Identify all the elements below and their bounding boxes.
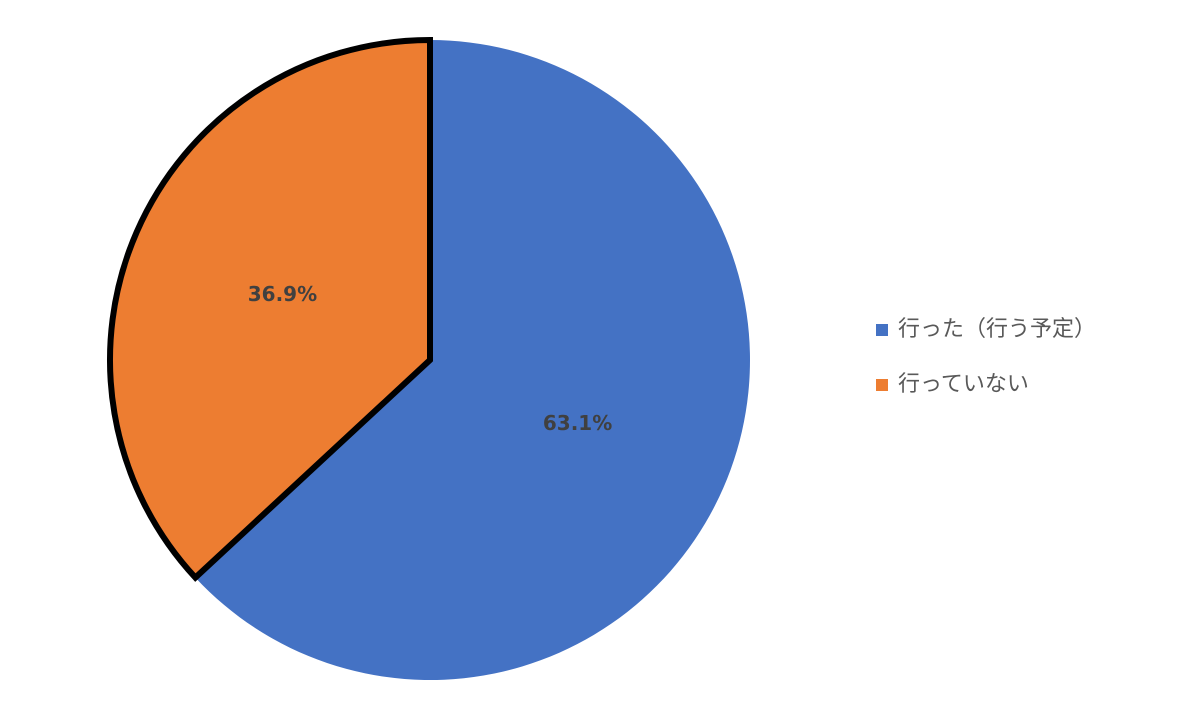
- pie-slice: [195, 40, 750, 680]
- value-label: 36.9%: [248, 282, 317, 306]
- pie-slice: [107, 36, 433, 582]
- legend-label: 行っていない: [898, 372, 1029, 397]
- legend-label: 行った（行う予定）: [898, 317, 1096, 342]
- legend-swatch: [876, 379, 888, 391]
- value-label: 63.1%: [543, 411, 612, 435]
- legend-swatch: [876, 324, 888, 336]
